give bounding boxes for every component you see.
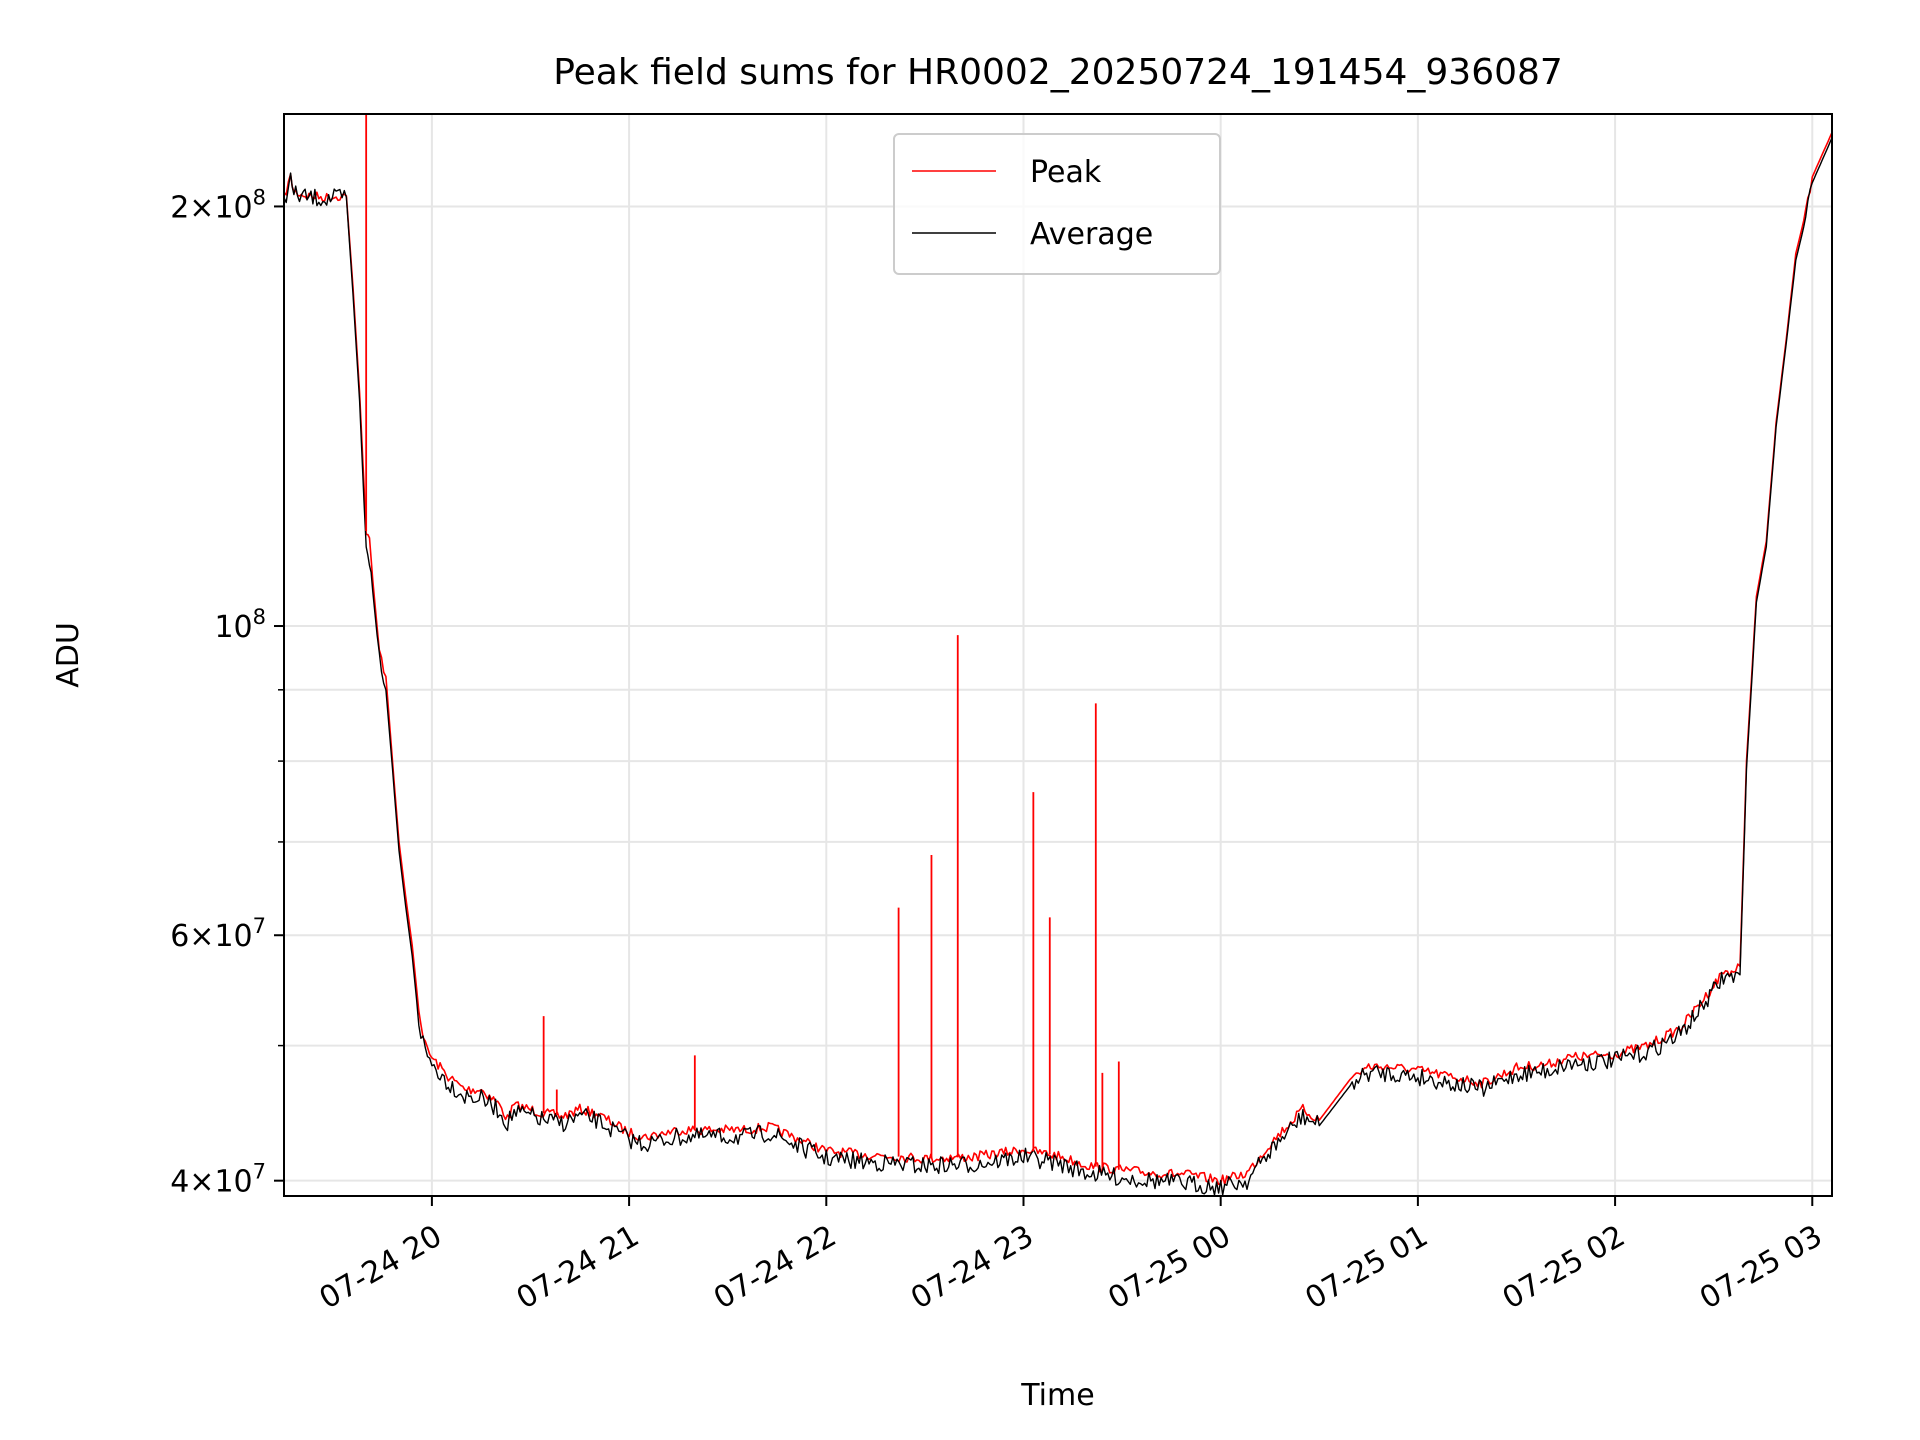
x-axis-label: Time <box>1020 1378 1094 1413</box>
y-axis-label: ADU <box>51 622 86 688</box>
plot-series <box>283 114 1833 1196</box>
legend-box <box>893 133 1221 275</box>
chart-title: Peak field sums for HR0002_20250724_1914… <box>553 52 1563 93</box>
series-line-peak <box>283 132 1833 1186</box>
y-axis: 4×107 6×107 108 2×108 <box>170 185 284 1200</box>
y-tick-label: 4×107 <box>170 1160 266 1200</box>
legend-label-peak: Peak <box>1030 155 1102 190</box>
grid <box>284 114 1832 1196</box>
y-tick-label: 108 <box>214 605 266 645</box>
plot-area-frame <box>283 113 1833 1197</box>
y-tick-label: 2×108 <box>170 185 266 225</box>
y-tick-label: 6×107 <box>170 914 266 954</box>
series-line-average <box>283 137 1833 1196</box>
legend-label-average: Average <box>1030 217 1153 252</box>
legend: Peak Average <box>893 133 1221 275</box>
